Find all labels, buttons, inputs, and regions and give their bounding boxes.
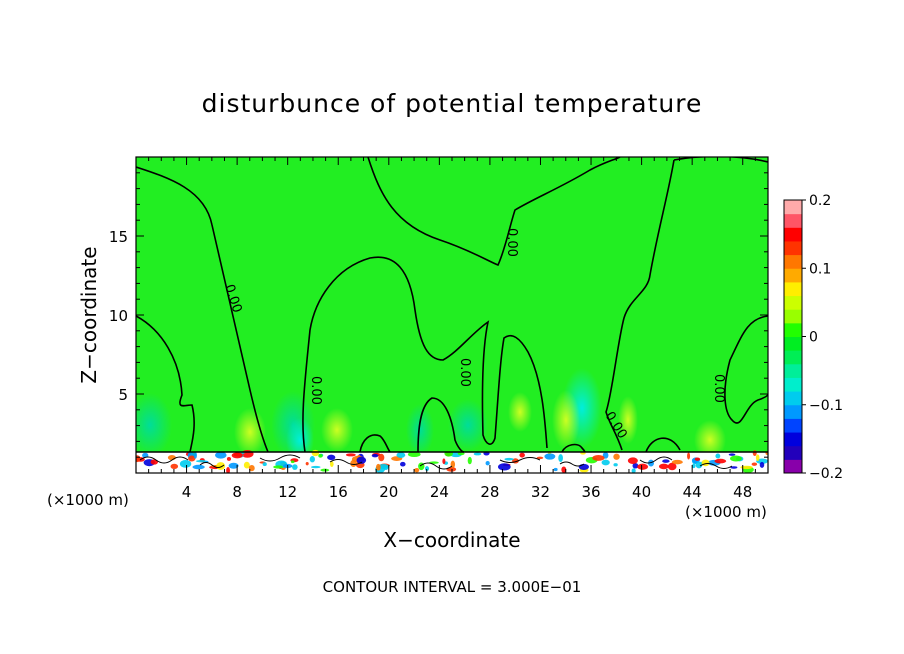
contour-x33 bbox=[561, 443, 586, 453]
colorbar: 0.2 0.1 0 −0.1 −0.2 bbox=[783, 193, 843, 482]
x-tick-label: 4 bbox=[182, 483, 192, 501]
contour-label: 0.00 bbox=[308, 376, 323, 405]
colorbar-segment bbox=[784, 295, 802, 310]
x-tick-label: 40 bbox=[632, 483, 651, 501]
contour-label: 0.00 bbox=[711, 374, 726, 403]
x-axis-label: X−coordinate bbox=[383, 528, 520, 552]
contour-x41 bbox=[645, 437, 681, 453]
contour-right bbox=[605, 157, 768, 451]
x-unit-left: (×1000 m) bbox=[47, 491, 129, 509]
contour-label: 0.00 bbox=[504, 228, 519, 257]
contour-label: 0.00 bbox=[457, 358, 472, 387]
x-tick-label: 44 bbox=[683, 483, 702, 501]
x-unit-right: (×1000 m) bbox=[685, 503, 767, 521]
anomaly-blobs bbox=[136, 368, 726, 462]
colorbar-tick-label: −0.1 bbox=[809, 398, 843, 414]
colorbar-segment bbox=[784, 227, 802, 242]
contour-x15 bbox=[302, 256, 548, 453]
contour-x20 bbox=[359, 434, 391, 453]
colorbar-segment bbox=[784, 240, 802, 256]
x-tick-label: 16 bbox=[329, 483, 348, 501]
colorbar-segment bbox=[784, 391, 802, 406]
surface-layer bbox=[136, 449, 768, 473]
colorbar-segment bbox=[784, 213, 802, 228]
y-tick-label: 15 bbox=[109, 228, 128, 246]
colorbar-tick-label: 0.2 bbox=[809, 193, 831, 209]
x-tick-label: 12 bbox=[278, 483, 297, 501]
colorbar-segment bbox=[784, 268, 802, 283]
x-tick-label: 32 bbox=[531, 483, 550, 501]
colorbar-segment bbox=[784, 459, 802, 474]
contour-x25 bbox=[417, 397, 465, 453]
x-tick-label: 48 bbox=[733, 483, 752, 501]
colorbar-segment bbox=[784, 418, 802, 433]
y-tick-label: 10 bbox=[109, 307, 128, 325]
colorbar-segment bbox=[784, 200, 802, 215]
plot-area: 0.00 0.00 0.00 0.00 0.00 0.00 bbox=[136, 157, 768, 473]
x-tick-label: 20 bbox=[379, 483, 398, 501]
contour-interval-note: CONTOUR INTERVAL = 3.000E−01 bbox=[323, 578, 582, 596]
contour-left-low bbox=[136, 315, 195, 453]
x-tick-label: 8 bbox=[232, 483, 242, 501]
colorbar-segment bbox=[784, 363, 802, 378]
colorbar-segment bbox=[784, 432, 802, 447]
y-axis-label: Z−coordinate bbox=[77, 246, 101, 383]
chart-title: disturbunce of potential temperature bbox=[202, 89, 703, 118]
colorbar-segment bbox=[784, 336, 802, 351]
colorbar-segment bbox=[784, 377, 802, 392]
x-tick-label: 24 bbox=[430, 483, 449, 501]
colorbar-segment bbox=[784, 445, 802, 460]
x-axis: 4 8 12 16 20 24 28 32 36 40 44 48 bbox=[148, 157, 756, 501]
colorbar-segment bbox=[784, 281, 802, 297]
colorbar-segment bbox=[784, 350, 802, 365]
colorbar-segment bbox=[784, 254, 802, 269]
contour-left bbox=[136, 166, 269, 453]
colorbar-tick-label: −0.2 bbox=[809, 466, 843, 482]
colorbar-segment bbox=[784, 309, 802, 324]
colorbar-tick-label: 0.1 bbox=[809, 261, 831, 277]
x-tick-label: 28 bbox=[480, 483, 499, 501]
y-tick-label: 5 bbox=[118, 386, 128, 404]
colorbar-tick-label: 0 bbox=[809, 330, 818, 346]
x-tick-label: 36 bbox=[581, 483, 600, 501]
colorbar-segment bbox=[784, 322, 802, 337]
zero-contours bbox=[136, 157, 768, 453]
y-axis: 5 10 15 bbox=[109, 172, 768, 458]
colorbar-segment bbox=[784, 404, 802, 419]
contour-top-dip bbox=[367, 157, 621, 267]
contour-right-low bbox=[724, 315, 768, 424]
